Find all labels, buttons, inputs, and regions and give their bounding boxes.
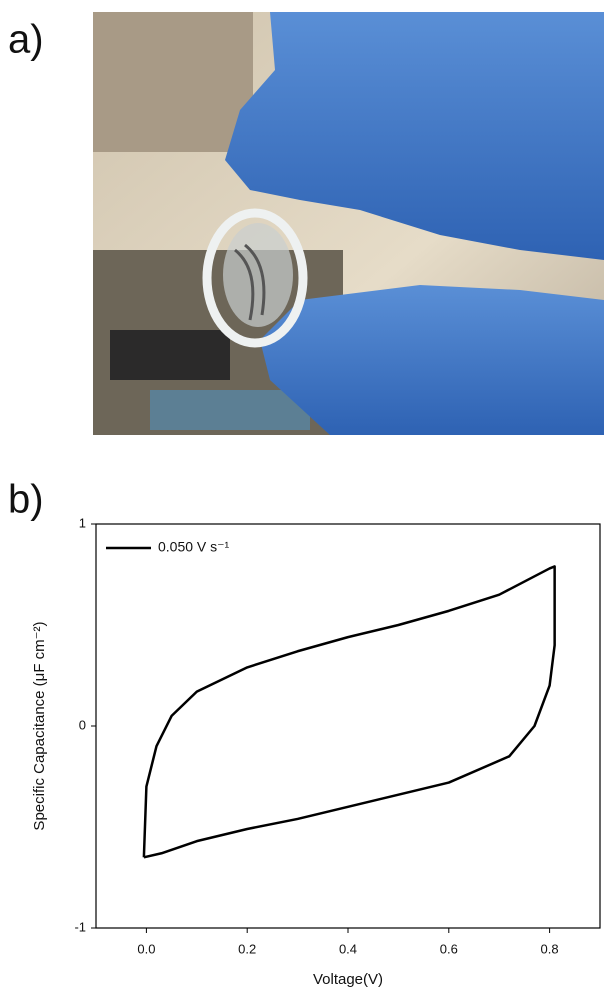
x-tick-label: 0.0 [137,941,155,956]
photo [93,12,604,435]
x-tick-label: 0.8 [541,941,559,956]
y-axis-label: Specific Capacitance (μF cm⁻²) [31,621,48,830]
panel-label: a) [8,18,44,62]
y-tick-label: 0 [79,717,86,732]
x-tick-label: 0.2 [238,941,256,956]
panel-label: b) [8,478,44,522]
x-tick-label: 0.6 [440,941,458,956]
x-tick-label: 0.4 [339,941,357,956]
legend-label: 0.050 V s⁻¹ [158,539,230,555]
cv-curve [142,565,556,859]
y-tick-label: -1 [74,919,86,934]
x-axis-label: Voltage(V) [313,971,383,988]
plot-frame [95,523,601,929]
y-tick-label: 1 [79,515,86,530]
